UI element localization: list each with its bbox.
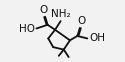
Text: NH₂: NH₂ (52, 9, 71, 19)
Text: O: O (77, 16, 85, 26)
Text: OH: OH (89, 33, 105, 43)
Text: HO: HO (19, 23, 35, 34)
Text: O: O (39, 5, 47, 15)
